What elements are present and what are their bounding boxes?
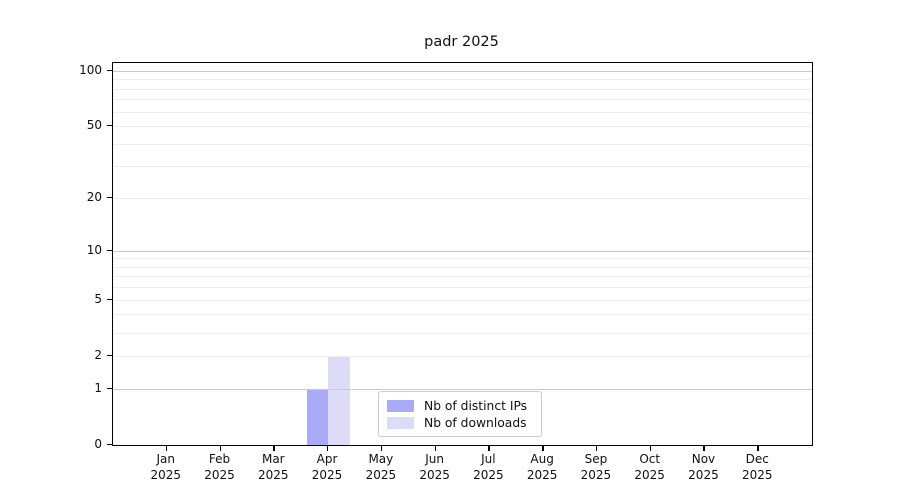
gridline-y-8 [113, 266, 812, 268]
gridline-y-7 [113, 276, 812, 278]
x-tick-label-jun: Jun 2025 [419, 452, 450, 482]
x-tick-mar [273, 445, 275, 451]
x-tick-feb [219, 445, 221, 451]
gridline-y-5 [113, 299, 812, 301]
gridline-y-80 [113, 88, 812, 90]
x-tick-sep [595, 445, 598, 451]
y-tick-label-100: 100 [79, 62, 102, 77]
legend-swatch-distinct-ips [387, 399, 414, 412]
x-tick-jan [165, 445, 168, 451]
y-tick-label-0: 0 [94, 437, 102, 451]
legend-item-downloads: Nb of downloads [379, 416, 541, 430]
y-tick-2 [107, 354, 112, 357]
y-tick-50 [107, 125, 112, 127]
bar-distinct-ips [306, 388, 329, 445]
x-tick-apr [327, 445, 329, 451]
gridline-y-40 [113, 143, 812, 145]
x-tick-label-may: May 2025 [365, 452, 397, 482]
gridline-y-100 [113, 70, 812, 72]
gridline-y-3 [113, 332, 812, 334]
x-tick-label-jul: Jul 2025 [473, 452, 504, 482]
x-tick-jul [488, 445, 490, 451]
x-tick-nov [703, 445, 705, 451]
gridline-y-1 [113, 388, 812, 390]
x-tick-label-jan: Jan 2025 [150, 452, 182, 482]
y-tick-20 [107, 197, 112, 199]
x-tick-dec [757, 445, 759, 451]
legend-swatch-downloads [387, 416, 414, 429]
y-tick-label-20: 20 [86, 190, 102, 205]
bars-layer [113, 63, 812, 445]
gridline-y-9 [113, 258, 812, 260]
gridline-y-10 [113, 250, 812, 252]
gridline-y-4 [113, 314, 812, 316]
y-tick-10 [107, 249, 112, 251]
x-tick-label-mar: Mar 2025 [258, 452, 289, 482]
plot-area [112, 62, 813, 446]
x-tick-label-dec: Dec 2025 [741, 452, 773, 482]
x-tick-may [380, 445, 383, 451]
y-tick-1 [107, 387, 112, 390]
x-tick-label-feb: Feb 2025 [204, 452, 235, 482]
gridlines-layer [113, 63, 812, 445]
legend-item-distinct-ips: Nb of distinct IPs [379, 399, 541, 413]
gridline-y-30 [113, 166, 812, 168]
x-tick-oct [649, 445, 652, 451]
legend-label-downloads: Nb of downloads [424, 415, 527, 430]
y-tick-100 [107, 69, 112, 72]
x-tick-label-nov: Nov 2025 [688, 452, 719, 482]
gridline-y-90 [113, 79, 812, 81]
y-tick-label-1: 1 [94, 380, 102, 395]
gridline-y-50 [113, 126, 812, 128]
x-tick-label-apr: Apr 2025 [311, 452, 343, 482]
x-tick-label-oct: Oct 2025 [634, 452, 665, 482]
bar-downloads [328, 355, 350, 445]
gridline-y-70 [113, 99, 812, 101]
gridline-y-60 [113, 111, 812, 113]
gridline-y-6 [113, 287, 812, 289]
legend-label-distinct-ips: Nb of distinct IPs [424, 398, 528, 413]
chart-title: padr 2025 [424, 34, 499, 50]
y-tick-label-2: 2 [94, 347, 102, 362]
x-tick-label-aug: Aug 2025 [526, 452, 558, 482]
gridline-y-20 [113, 198, 812, 200]
y-tick-label-5: 5 [94, 291, 102, 306]
y-tick-label-50: 50 [86, 118, 102, 133]
y-tick-label-10: 10 [86, 242, 102, 257]
x-tick-label-sep: Sep 2025 [580, 452, 612, 482]
y-tick-5 [107, 298, 112, 301]
legend: Nb of distinct IPs Nb of downloads [378, 391, 542, 437]
gridline-y-2 [113, 355, 812, 357]
x-tick-jun [434, 445, 436, 451]
x-tick-aug [542, 445, 544, 451]
y-tick-0 [107, 444, 112, 446]
